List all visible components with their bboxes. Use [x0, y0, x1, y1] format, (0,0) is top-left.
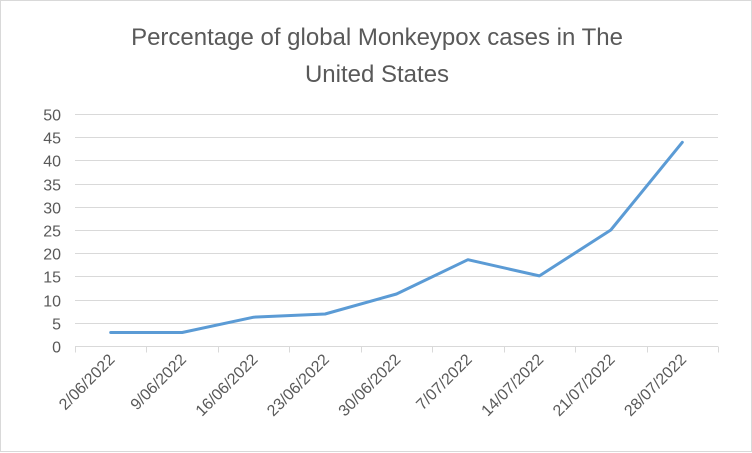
- y-tick-label: 10: [43, 294, 61, 311]
- x-tick-label: 2/06/2022: [56, 351, 118, 413]
- y-tick-label: 5: [52, 317, 61, 334]
- x-tick-label: 14/07/2022: [479, 351, 548, 420]
- x-tick-label: 7/07/2022: [413, 351, 475, 413]
- y-tick-label: 20: [43, 247, 61, 264]
- y-tick-label: 35: [43, 178, 61, 195]
- y-tick-label: 0: [52, 340, 61, 357]
- y-tick-label: 30: [43, 201, 61, 218]
- y-tick-label: 15: [43, 270, 61, 287]
- y-tick-label: 50: [43, 108, 61, 125]
- x-tick-label: 28/07/2022: [621, 351, 690, 420]
- x-tick-label: 9/06/2022: [128, 351, 190, 413]
- x-tick-label: 21/07/2022: [550, 351, 619, 420]
- x-tick-label: 23/06/2022: [264, 351, 333, 420]
- series-line: [111, 142, 683, 332]
- y-tick-label: 25: [43, 224, 61, 241]
- y-tick-label: 40: [43, 154, 61, 171]
- x-tick-label: 30/06/2022: [336, 351, 405, 420]
- x-tick-label: 16/06/2022: [193, 351, 262, 420]
- y-tick-label: 45: [43, 131, 61, 148]
